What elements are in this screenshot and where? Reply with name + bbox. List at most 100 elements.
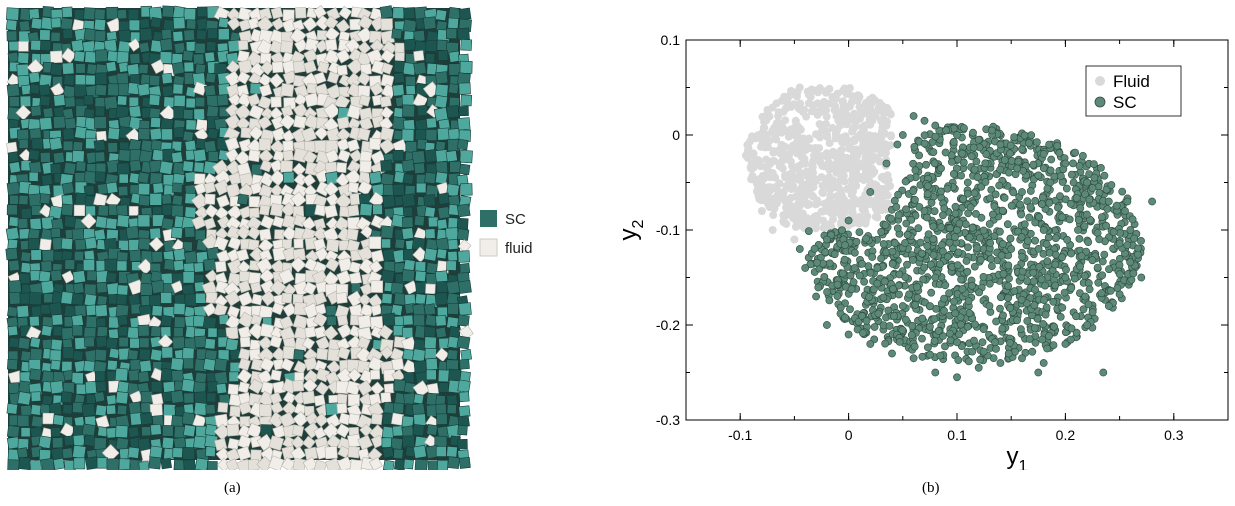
sc-particle: [161, 128, 173, 141]
sc-point: [929, 148, 938, 156]
sc-point: [1028, 347, 1037, 356]
fluid-particle: [457, 239, 472, 253]
fluid-point: [818, 188, 827, 197]
fluid-particle: [347, 181, 359, 194]
fluid-particle: [259, 171, 275, 187]
sc-particle: [193, 401, 208, 416]
sc-particle: [140, 283, 153, 296]
sc-particle: [423, 326, 436, 339]
sc-particle: [405, 141, 418, 153]
sc-particle: [96, 295, 108, 307]
sc-particle: [105, 271, 118, 283]
sc-point: [927, 288, 936, 297]
sc-point: [1115, 239, 1124, 248]
legend-box: [1085, 65, 1182, 117]
sc-particle: [228, 371, 239, 382]
fluid-particle: [259, 83, 273, 98]
fluid-particle: [290, 446, 307, 462]
fluid-point: [815, 120, 824, 129]
sc-particle: [16, 63, 30, 77]
sc-particle: [434, 292, 449, 306]
sc-particle: [116, 204, 129, 217]
fluid-particle: [257, 95, 273, 110]
sc-particle: [61, 62, 75, 75]
sc-particle: [29, 315, 40, 327]
fluid-particle: [356, 127, 371, 142]
sc-particle: [392, 402, 405, 414]
fluid-particle: [324, 48, 341, 66]
sc-particle: [108, 328, 119, 340]
sc-particle: [170, 389, 185, 404]
sc-particle: [193, 262, 204, 273]
fluid-point: [755, 195, 764, 204]
sc-point: [966, 203, 975, 212]
y-tick-label: -0.1: [656, 222, 680, 238]
fluid-particle: [42, 412, 54, 425]
fluid-particle: [357, 14, 374, 31]
sc-particle: [20, 427, 31, 438]
sc-point: [1027, 131, 1036, 140]
sc-point: [925, 322, 934, 331]
sc-point: [853, 325, 862, 334]
sc-point: [1134, 250, 1142, 259]
fluid-particle: [270, 96, 282, 108]
sc-particle: [105, 404, 117, 415]
sc-particle: [434, 171, 448, 185]
sc-particle: [197, 6, 208, 18]
sc-particle: [95, 371, 106, 382]
sc-particle: [49, 380, 64, 395]
fluid-particle: [49, 50, 63, 64]
sc-point: [1051, 250, 1060, 259]
sc-particle: [82, 259, 95, 272]
sc-particle: [72, 141, 84, 152]
sc-particle: [380, 225, 394, 239]
sc-particle: [436, 248, 448, 260]
sc-particle: [172, 447, 183, 458]
sc-point: [1118, 187, 1127, 196]
fluid-point: [792, 92, 801, 101]
sc-point: [974, 363, 983, 372]
sc-point: [1113, 284, 1122, 292]
sc-point: [977, 213, 986, 222]
fluid-particle: [302, 173, 316, 187]
sc-point: [997, 251, 1006, 260]
fluid-particle: [61, 270, 75, 284]
sc-particle: [161, 5, 174, 18]
sc-particle: [105, 61, 117, 73]
sc-point: [1004, 282, 1013, 290]
fluid-particle: [325, 217, 341, 232]
sc-particle: [401, 193, 416, 208]
sc-particle: [193, 108, 205, 120]
fluid-particle: [257, 115, 272, 130]
sc-particle: [196, 29, 207, 41]
fluid-particle: [170, 280, 184, 294]
fluid-particle: [357, 314, 372, 329]
fluid-point: [852, 175, 861, 184]
fluid-point: [813, 196, 821, 205]
sc-particle: [380, 159, 393, 172]
sc-particle: [95, 404, 108, 417]
sc-point: [996, 165, 1005, 174]
sc-particle: [393, 72, 406, 84]
sc-particle: [149, 227, 162, 240]
sc-point: [953, 226, 961, 234]
fluid-point: [772, 185, 781, 194]
sc-particle: [413, 215, 425, 227]
sc-point: [908, 321, 917, 330]
fluid-point: [795, 83, 804, 92]
sc-point: [905, 290, 913, 299]
sc-point: [1062, 184, 1071, 193]
fluid-particle: [292, 411, 309, 428]
sc-point: [890, 311, 898, 320]
sc-point: [918, 352, 927, 361]
sc-point: [1116, 229, 1124, 237]
sc-particle: [71, 314, 84, 327]
sc-point: [954, 356, 963, 364]
sc-particle: [381, 293, 393, 305]
sc-point: [1115, 270, 1124, 279]
sc-particle: [31, 137, 44, 150]
sc-particle: [170, 357, 184, 372]
fluid-point: [779, 150, 788, 158]
fluid-particle: [246, 225, 262, 241]
sc-point: [880, 277, 889, 286]
